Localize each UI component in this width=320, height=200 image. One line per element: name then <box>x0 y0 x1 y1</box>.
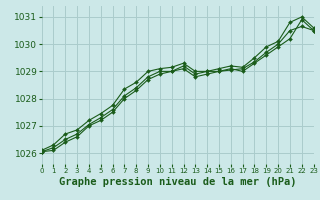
X-axis label: Graphe pression niveau de la mer (hPa): Graphe pression niveau de la mer (hPa) <box>59 177 296 187</box>
